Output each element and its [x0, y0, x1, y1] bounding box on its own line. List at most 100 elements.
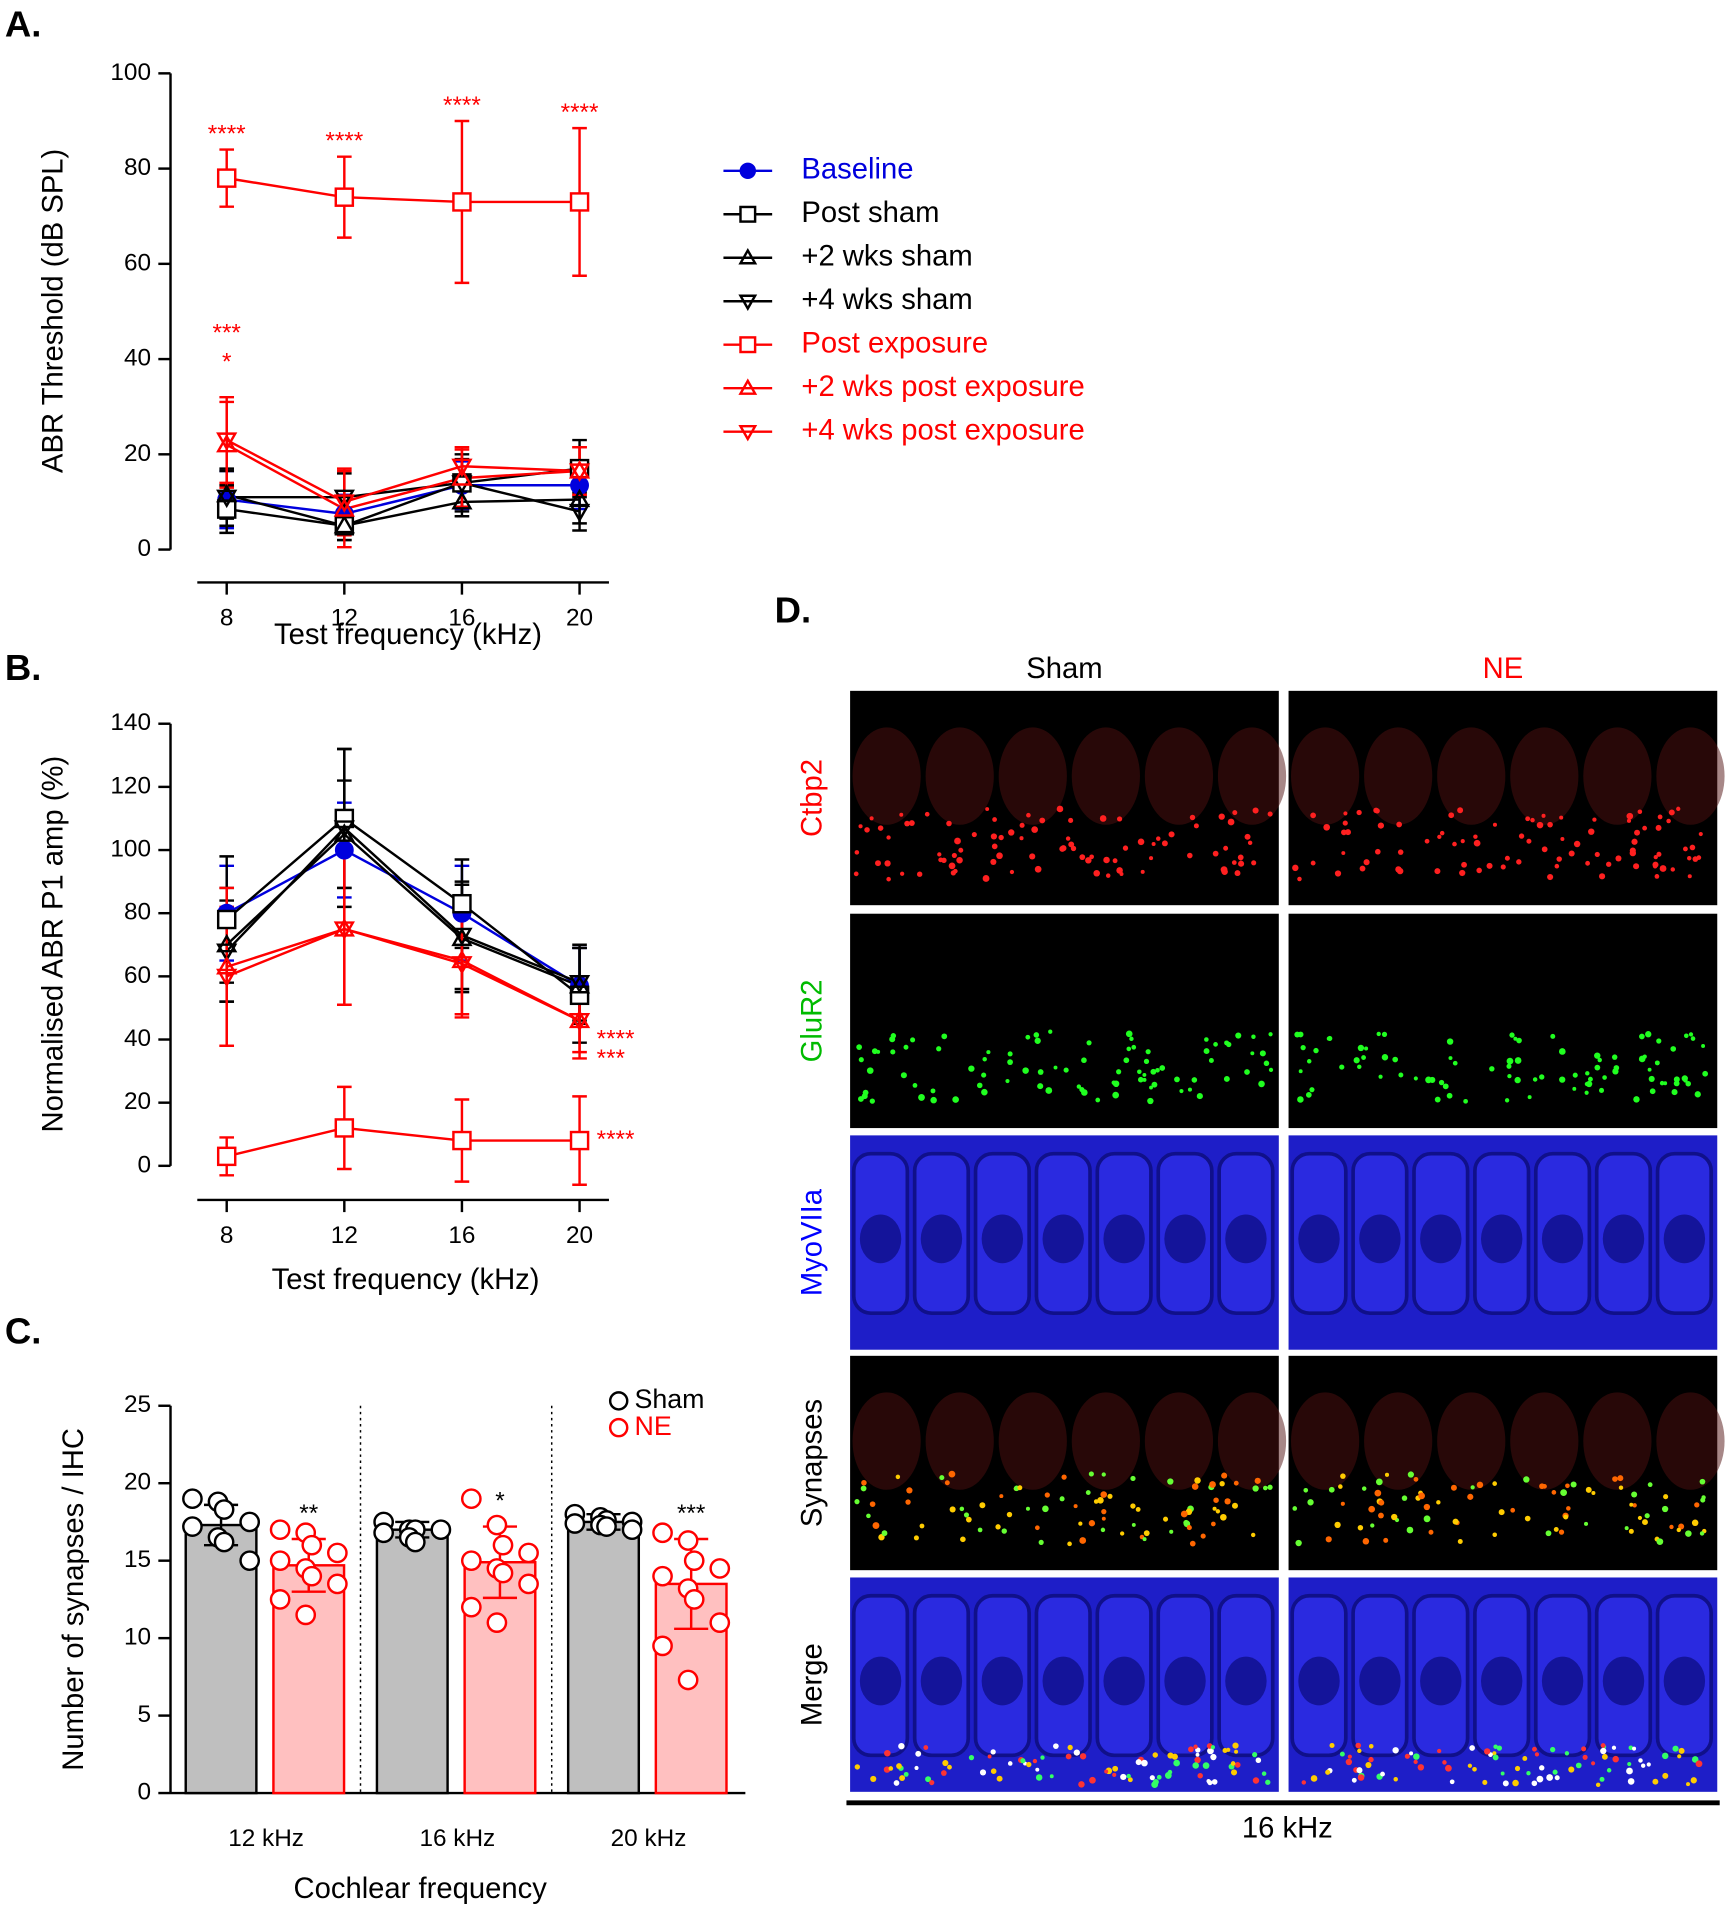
puncta: [1384, 1472, 1390, 1477]
data-point: [327, 1542, 348, 1564]
puncta: [1642, 1519, 1648, 1526]
marker: [739, 205, 757, 223]
puncta: [992, 817, 997, 822]
puncta: [1310, 812, 1316, 819]
puncta: [1568, 1766, 1575, 1773]
puncta: [1467, 1493, 1474, 1500]
puncta: [995, 1524, 1001, 1530]
puncta: [1237, 854, 1244, 861]
y-tick-label: 60: [124, 249, 151, 276]
puncta: [1661, 1505, 1669, 1513]
puncta: [1417, 1764, 1425, 1771]
marker: [216, 955, 238, 975]
marker: [568, 975, 591, 994]
panel-label: A.: [5, 4, 42, 45]
puncta: [1131, 1522, 1136, 1527]
nucleus: [1164, 1214, 1206, 1264]
nucleus: [1225, 1214, 1267, 1264]
puncta: [1602, 1075, 1607, 1080]
nucleus: [920, 1656, 963, 1706]
marker: [739, 336, 757, 354]
marker: [333, 514, 355, 534]
marker: [451, 490, 473, 510]
puncta: [1626, 818, 1632, 823]
puncta: [866, 1067, 874, 1074]
puncta: [979, 1769, 987, 1776]
puncta: [1652, 864, 1658, 869]
micrograph: [1288, 1355, 1725, 1571]
nucleus: [1480, 1656, 1523, 1706]
panel-label: C.: [5, 1311, 42, 1352]
puncta: [1357, 1064, 1362, 1070]
puncta: [1654, 1060, 1660, 1066]
marker: [333, 921, 355, 940]
puncta: [1361, 1055, 1366, 1060]
puncta: [1663, 1081, 1668, 1086]
puncta: [914, 1765, 919, 1771]
puncta: [854, 1764, 860, 1770]
puncta: [1550, 1746, 1556, 1753]
y-tick-label: 40: [124, 345, 151, 372]
puncta: [954, 837, 961, 845]
puncta: [1648, 1075, 1655, 1082]
puncta: [1452, 1518, 1459, 1525]
puncta: [1629, 1502, 1634, 1507]
glow: [1364, 727, 1433, 825]
puncta: [1194, 1477, 1201, 1484]
puncta: [1167, 1769, 1173, 1775]
puncta: [1363, 859, 1370, 866]
marker: [452, 1130, 472, 1151]
puncta: [1307, 1499, 1314, 1506]
data-point: [492, 1562, 514, 1584]
data-point: [430, 1519, 452, 1541]
puncta: [1193, 1744, 1198, 1749]
puncta: [1373, 807, 1379, 814]
puncta: [1442, 1083, 1449, 1090]
puncta: [1556, 856, 1562, 862]
series-line: [226, 484, 580, 516]
puncta: [884, 860, 891, 867]
puncta: [1112, 1772, 1117, 1777]
puncta: [1100, 1527, 1106, 1533]
puncta: [1378, 1499, 1385, 1506]
puncta: [1357, 1774, 1365, 1781]
puncta: [1035, 1767, 1040, 1772]
puncta: [1022, 1067, 1029, 1074]
puncta: [1565, 1483, 1570, 1489]
marker: [216, 489, 238, 509]
puncta: [1129, 1036, 1134, 1042]
puncta: [1356, 1767, 1363, 1774]
puncta: [1509, 1032, 1515, 1038]
significance: ****: [208, 120, 246, 147]
marker: [333, 820, 355, 839]
puncta: [1048, 1029, 1053, 1034]
puncta: [1034, 865, 1042, 873]
puncta: [1261, 1771, 1267, 1776]
puncta: [930, 1088, 936, 1094]
puncta: [1681, 1075, 1688, 1082]
puncta: [1618, 1485, 1624, 1490]
puncta: [1542, 1483, 1547, 1489]
puncta: [1584, 1521, 1589, 1526]
puncta: [1126, 1773, 1131, 1779]
marker: [216, 943, 238, 963]
puncta: [1025, 1506, 1030, 1511]
puncta: [1646, 1762, 1651, 1767]
marker: [569, 192, 590, 212]
puncta: [1116, 816, 1123, 822]
puncta: [1492, 1751, 1497, 1756]
data-point: [652, 1565, 673, 1587]
puncta: [1008, 829, 1015, 836]
puncta: [1617, 1475, 1624, 1482]
puncta: [1702, 1070, 1709, 1077]
puncta: [1049, 1774, 1054, 1779]
puncta: [1073, 1749, 1080, 1756]
legend-label: Baseline: [801, 154, 913, 186]
legend-label: +4 wks post exposure: [801, 414, 1084, 446]
puncta: [1300, 1044, 1306, 1051]
puncta: [1339, 1064, 1345, 1070]
series-line: [225, 826, 581, 984]
puncta: [1105, 873, 1111, 878]
puncta: [930, 1096, 937, 1104]
x-axis-title: Cochlear frequency: [293, 1873, 547, 1905]
